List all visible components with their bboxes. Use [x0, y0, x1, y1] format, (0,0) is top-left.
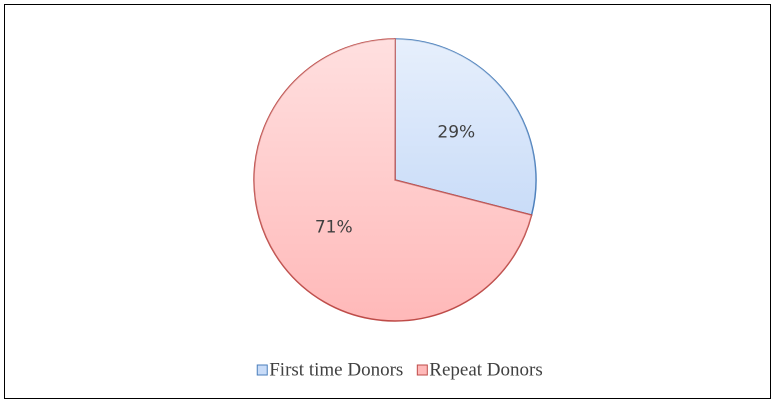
legend-swatch	[256, 364, 268, 376]
data-label: 71%	[315, 218, 353, 238]
slice-shade	[254, 39, 532, 321]
legend-swatch	[416, 364, 428, 376]
legend-label: Repeat Donors	[429, 359, 542, 380]
legend-label: First time Donors	[269, 359, 403, 380]
data-label: 29%	[437, 122, 475, 142]
slice-shade	[395, 39, 536, 216]
